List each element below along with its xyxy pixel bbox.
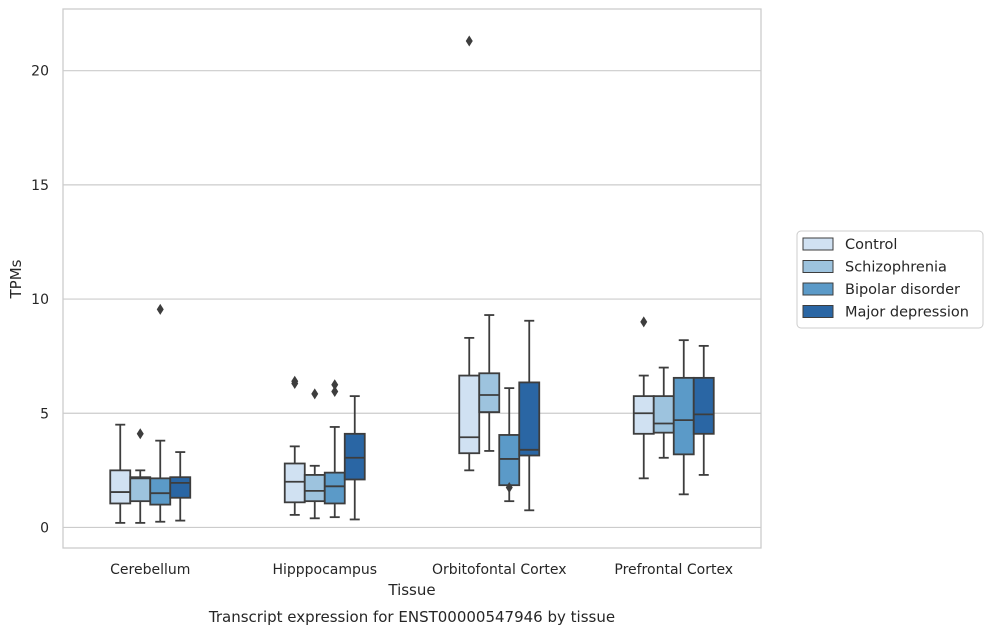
outlier-point xyxy=(311,388,319,400)
box-1 xyxy=(323,379,346,519)
box-3 xyxy=(692,344,715,476)
box-iqr xyxy=(632,395,655,435)
outlier-point xyxy=(640,316,648,328)
box-2 xyxy=(458,35,481,472)
boxes xyxy=(109,35,715,524)
series-major-depression xyxy=(169,319,715,522)
y-tick-label: 0 xyxy=(40,520,49,536)
y-axis-label: TPMs xyxy=(7,259,25,299)
series-schizophrenia xyxy=(129,314,675,524)
legend-label: Schizophrenia xyxy=(845,260,947,276)
y-tick-labels: 0 5 10 15 20 xyxy=(31,64,49,537)
series-bipolar-disorder xyxy=(149,303,695,523)
box-iqr xyxy=(478,372,501,414)
legend-swatch xyxy=(802,305,834,318)
legend-label: Bipolar disorder xyxy=(845,282,960,298)
box-0 xyxy=(149,303,172,523)
box-iqr xyxy=(518,381,541,457)
box-iqr xyxy=(498,434,521,487)
box-3 xyxy=(652,366,675,459)
x-tick-label: Cerebellum xyxy=(110,562,190,578)
legend-label: Major depression xyxy=(845,305,969,321)
x-tick-label: Prefrontal Cortex xyxy=(614,562,733,578)
legend-swatch xyxy=(802,237,834,251)
legend: Control Schizophrenia Bipolar disorder Majo… xyxy=(796,230,984,329)
box-iqr xyxy=(343,432,366,481)
legend-swatch xyxy=(802,260,834,273)
x-tick-labels: Cerebellum Hipppocampus Orbitofontal Corte… xyxy=(110,562,733,578)
y-tick-label: 20 xyxy=(31,64,49,80)
box-3 xyxy=(672,339,695,496)
outlier-point xyxy=(156,303,164,315)
box-iqr xyxy=(652,395,675,434)
box-iqr xyxy=(129,476,152,503)
legend-swatch xyxy=(802,282,834,296)
x-tick-label: Hipppocampus xyxy=(272,562,377,578)
box-2 xyxy=(518,319,541,512)
box-iqr xyxy=(458,374,481,455)
outlier-point xyxy=(136,428,144,440)
box-1 xyxy=(283,375,306,516)
outlier-point xyxy=(331,379,339,391)
box-0 xyxy=(109,423,132,524)
box-iqr xyxy=(169,476,192,499)
outlier-point xyxy=(505,481,513,493)
chart-caption: Transcript expression for ENST0000054794… xyxy=(208,608,615,626)
outlier-point xyxy=(291,375,299,387)
gridlines xyxy=(63,70,761,529)
legend-label: Control xyxy=(845,237,897,253)
box-iqr xyxy=(692,376,715,435)
box-iqr xyxy=(672,376,695,456)
box-iqr xyxy=(323,471,346,505)
y-tick-label: 10 xyxy=(31,292,49,308)
y-tick-label: 15 xyxy=(31,178,49,194)
box-iqr xyxy=(303,474,326,503)
series-control xyxy=(109,35,655,524)
y-tick-label: 5 xyxy=(40,406,49,422)
box-1 xyxy=(343,395,366,521)
box-iqr xyxy=(149,477,172,506)
box-1 xyxy=(303,388,326,520)
box-2 xyxy=(498,387,521,503)
box-3 xyxy=(632,316,655,480)
x-axis-label: Tissue xyxy=(387,581,435,599)
x-tick-label: Orbitofontal Cortex xyxy=(432,562,567,578)
outlier-point xyxy=(331,386,339,398)
box-0 xyxy=(129,428,152,524)
legend-frame xyxy=(796,230,984,329)
box-iqr xyxy=(109,469,132,505)
box-0 xyxy=(169,451,192,522)
plot-frame xyxy=(62,8,762,549)
outlier-point xyxy=(465,35,473,47)
box-2 xyxy=(478,314,501,452)
box-iqr xyxy=(283,462,306,504)
